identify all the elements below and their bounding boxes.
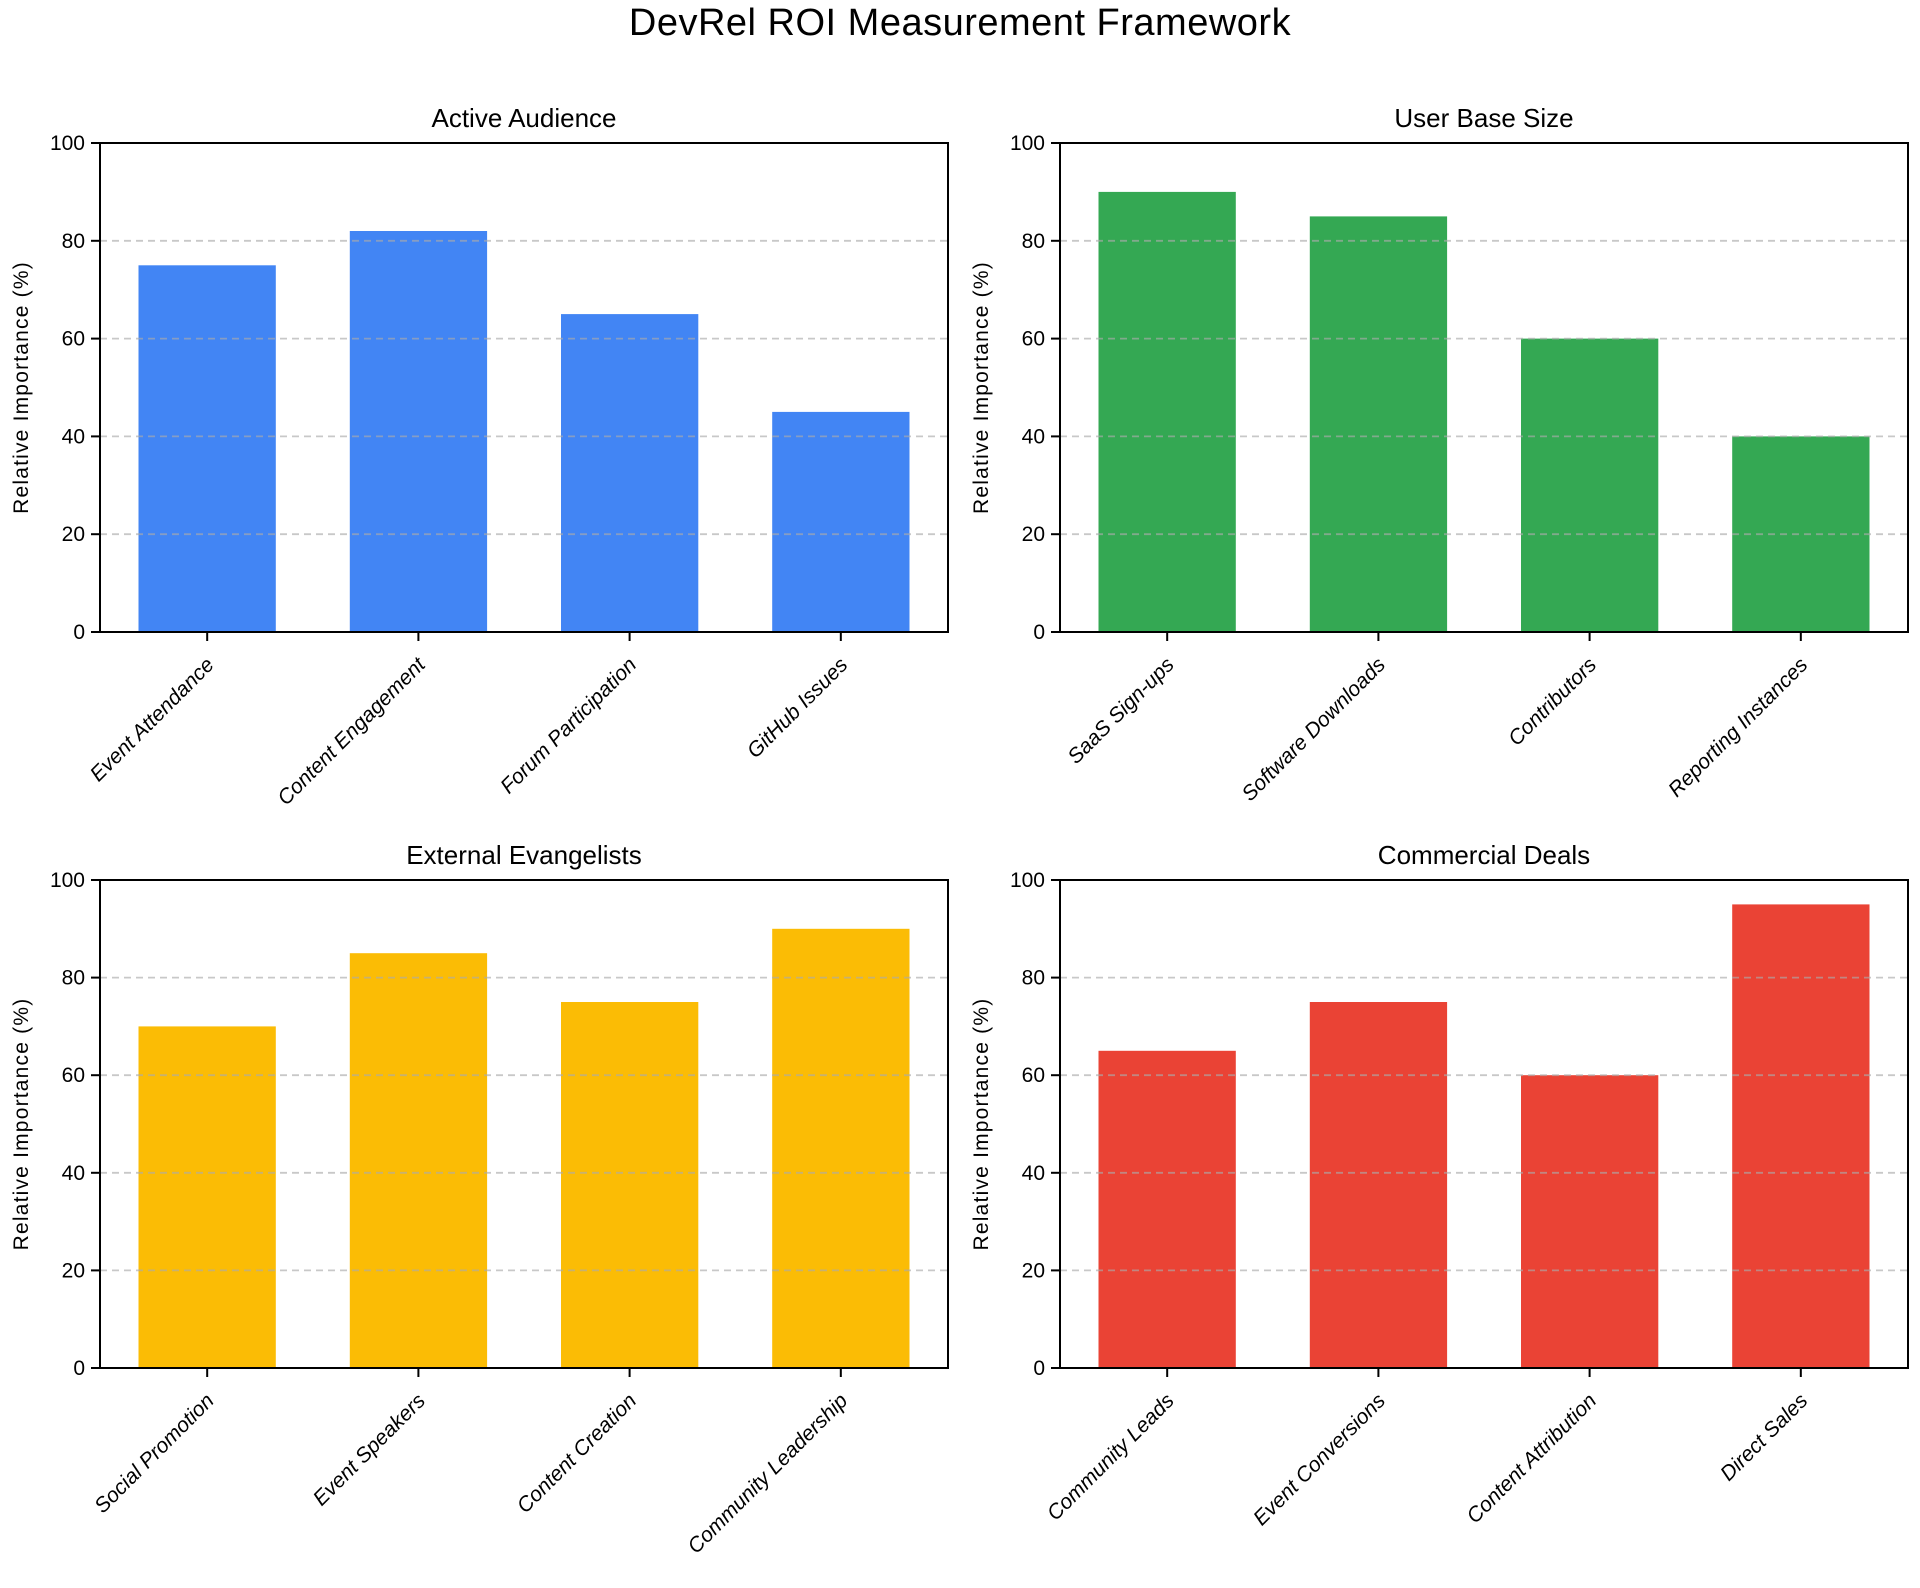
subplot-external-evangelists: External Evangelists 0 20 40 60 80 100 Social P… (10, 840, 949, 1558)
y-tick-label: 20 (1022, 523, 1045, 546)
axes-frame (1059, 142, 1909, 633)
x-tick-label: Direct Sales (1716, 1389, 1813, 1486)
y-tick-label: 60 (62, 328, 85, 351)
bar-forum-participation (561, 314, 699, 632)
y-tick-label: 40 (62, 1162, 85, 1185)
subplot-commercial-deals: Commercial Deals 0 20 40 60 80 100 Community Le… (970, 840, 1909, 1530)
x-tick-label: Event Attendance (86, 653, 219, 786)
y-axis-label: Relative Importance (%) (10, 998, 33, 1251)
subplot-title: User Base Size (1394, 103, 1573, 133)
bar-saas-sign-ups (1098, 191, 1236, 632)
bar-social-promotion (138, 1026, 276, 1368)
x-tick-label: Event Speakers (309, 1389, 430, 1510)
y-tick-label: 0 (1033, 621, 1045, 644)
x-tick-label: Software Downloads (1237, 653, 1390, 806)
subplot-title: External Evangelists (406, 840, 642, 870)
axes-frame (99, 142, 949, 633)
y-tick-label: 100 (1010, 869, 1045, 892)
bar-event-conversions (1309, 1002, 1448, 1368)
subplot-title: Active Audience (431, 103, 616, 133)
y-axis-label: Relative Importance (%) (10, 261, 33, 514)
bar-event-attendance (138, 265, 276, 633)
x-tick-label: Content Engagement (273, 652, 430, 809)
x-tick-label: Forum Participation (496, 653, 641, 798)
bar-event-speakers (349, 953, 488, 1368)
x-tick-label: Event Conversions (1249, 1389, 1390, 1530)
bar-github-issues (772, 411, 910, 632)
y-tick-label: 80 (1022, 967, 1045, 990)
bar-content-engagement (349, 231, 488, 632)
subplot-user-base-size: User Base Size 0 20 40 60 80 100 SaaS Sign-ups S… (970, 103, 1909, 806)
figure-title: DevRel ROI Measurement Framework (628, 2, 1292, 44)
y-tick-label: 100 (50, 869, 85, 892)
y-tick-label: 0 (73, 621, 85, 644)
x-tick-label: Community Leadership (683, 1389, 852, 1558)
bar-community-leads (1098, 1050, 1236, 1368)
y-tick-label: 100 (50, 132, 85, 155)
y-axis-label: Relative Importance (%) (970, 998, 993, 1251)
bar-contributors (1521, 338, 1659, 632)
bar-content-creation (561, 1002, 699, 1368)
bar-software-downloads (1309, 216, 1448, 632)
y-tick-label: 40 (1022, 1162, 1045, 1185)
y-tick-label: 0 (73, 1357, 85, 1380)
subplot-title: Commercial Deals (1378, 840, 1590, 870)
x-tick-label: Community Leads (1043, 1389, 1179, 1525)
axes-frame (1059, 879, 1909, 1369)
y-tick-label: 40 (1022, 425, 1045, 448)
y-tick-label: 20 (62, 1259, 85, 1282)
y-tick-label: 20 (1022, 1259, 1045, 1282)
y-axis-label: Relative Importance (%) (970, 261, 993, 514)
x-tick-label: Reporting Instances (1664, 653, 1813, 802)
x-tick-label: Content Attribution (1462, 1389, 1601, 1528)
axes-frame (99, 879, 949, 1369)
subplot-active-audience: Active Audience 0 20 40 60 80 100 Event Attenda… (10, 103, 949, 810)
x-tick-label: Contributors (1504, 653, 1601, 750)
x-tick-label: Content Creation (513, 1389, 642, 1518)
y-tick-label: 60 (1022, 328, 1045, 351)
y-tick-label: 60 (62, 1064, 85, 1087)
bar-content-attribution (1521, 1075, 1659, 1368)
y-tick-label: 20 (62, 523, 85, 546)
x-tick-label: Social Promotion (90, 1389, 219, 1518)
x-tick-label: SaaS Sign-ups (1063, 653, 1179, 769)
x-tick-label: GitHub Issues (743, 653, 853, 763)
y-tick-label: 80 (1022, 230, 1045, 253)
bar-community-leadership (772, 928, 910, 1368)
y-tick-label: 40 (62, 425, 85, 448)
y-tick-label: 80 (62, 230, 85, 253)
y-tick-label: 100 (1010, 132, 1045, 155)
y-tick-label: 0 (1033, 1357, 1045, 1380)
y-tick-label: 60 (1022, 1064, 1045, 1087)
bar-reporting-instances (1732, 436, 1870, 632)
y-tick-label: 80 (62, 967, 85, 990)
bar-direct-sales (1732, 904, 1870, 1368)
